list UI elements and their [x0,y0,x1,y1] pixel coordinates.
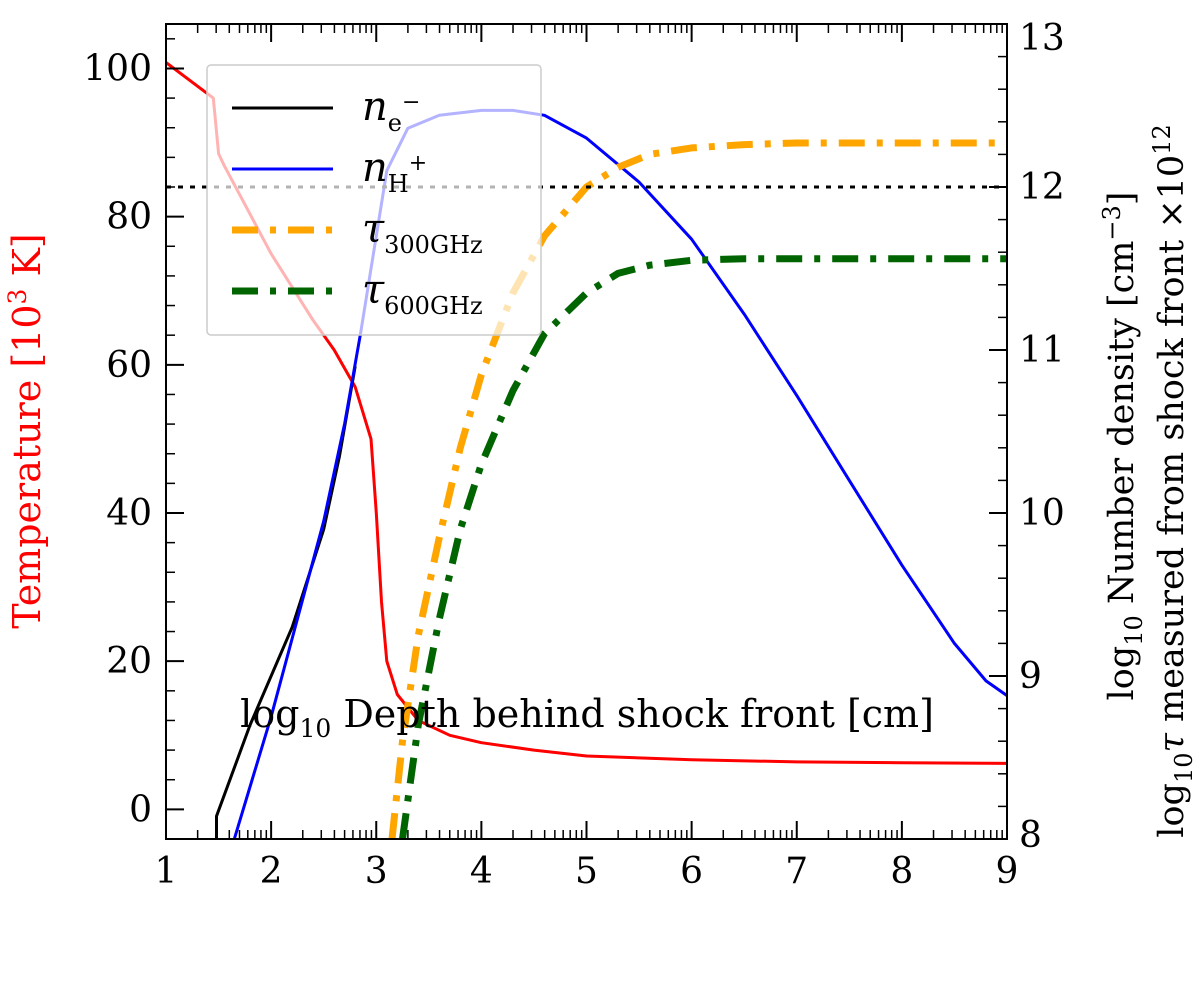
legend-box [206,64,542,336]
legend-label-sub: H [388,170,409,198]
left-tick-label: 20 [106,641,152,682]
right-label1-rest: Number density [cm [1102,241,1142,616]
left-axis-label: Temperature [103 K] [3,233,49,628]
right-label2-sub: 10 [1170,753,1198,784]
left-tick-label: 80 [106,197,152,238]
legend-label-3: τ600GHz [362,267,483,320]
x-tick-label: 6 [680,851,703,892]
x-axis-label-rest: Depth behind shock front [cm] [331,692,934,736]
legend-label-main: τ [362,267,385,313]
legend-label-main: n [362,84,388,130]
legend-label-sub: e [388,109,402,137]
series-tau-600ghz [399,255,1007,839]
right-tick-label: 8 [1019,815,1042,856]
right-axis-label-line1: log10 Number density [cm−3] [1098,192,1148,701]
right-label2-sup: 12 [1148,124,1176,155]
left-axis-label-sup: 3 [3,289,32,305]
right-axis-label-line2: log10τ measured from shock front ×1012 [1148,124,1198,837]
right-tick-label: 10 [1019,493,1065,534]
right-label2-rest: measured from shock front ×10 [1152,155,1192,733]
left-tick-label: 0 [129,789,152,830]
x-tick-label: 4 [470,851,493,892]
x-axis-label: log10 Depth behind shock front [cm] [240,692,934,743]
x-tick-label: 7 [785,851,808,892]
left-tick-label: 100 [83,48,152,89]
x-tick-label: 2 [260,851,283,892]
series-n-e- [215,366,357,839]
x-tick-label: 8 [890,851,913,892]
right-tick-label: 9 [1019,656,1042,697]
legend-label-1: nH+ [362,145,427,198]
series-tau-300ghz [388,139,1007,839]
left-axis-label-main: Temperature [10 [5,304,49,628]
right-label1-sub: 10 [1120,615,1148,646]
right-tick-label: 11 [1019,330,1065,371]
legend-label-sub: 600GHz [384,292,483,320]
x-tick-label: 5 [575,851,598,892]
legend-label-main: n [362,145,388,191]
x-axis-label-sub: 10 [299,714,331,743]
legend-label-0: ne− [362,84,420,137]
right-label1-sup: −3 [1098,205,1126,240]
left-axis-label-end: K] [5,233,49,288]
x-tick-label: 3 [365,851,388,892]
x-tick-label: 9 [996,851,1019,892]
right-label1-end: ] [1102,192,1142,206]
right-label2-log: log [1152,783,1192,838]
right-label1-log: log [1102,646,1142,701]
left-tick-label: 40 [106,493,152,534]
legend-label-sup: + [409,151,427,176]
legend-label-main: τ [362,206,385,252]
left-tick-label: 60 [106,345,152,386]
legend-label-sub: 300GHz [384,231,483,259]
x-axis-label-log: log [240,692,299,736]
right-label2-tau: τ [1152,733,1192,753]
right-tick-label: 13 [1019,18,1065,59]
legend-label-2: τ300GHz [362,206,483,259]
legend-label-sup: − [402,90,420,115]
right-tick-label: 12 [1019,167,1065,208]
x-tick-label: 1 [155,851,178,892]
